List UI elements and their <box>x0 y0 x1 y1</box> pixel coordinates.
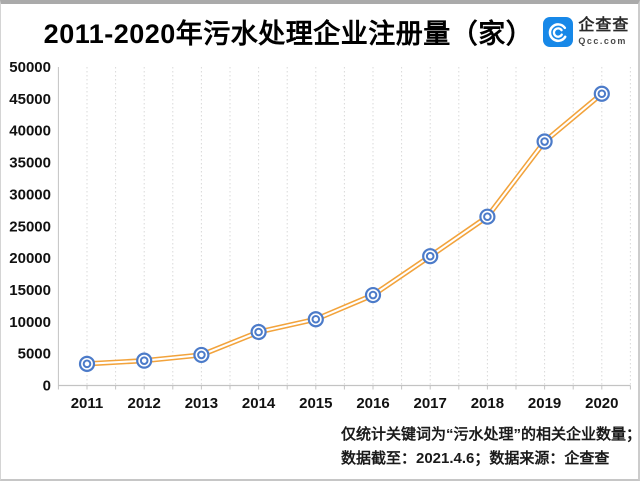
y-tick-label: 40000 <box>9 123 51 140</box>
x-tick-label: 2018 <box>471 395 504 412</box>
y-tick-label: 45000 <box>9 91 51 108</box>
y-tick-label: 25000 <box>9 218 51 235</box>
x-tick-label: 2012 <box>128 395 161 412</box>
x-tick-label: 2013 <box>185 395 218 412</box>
footnote-line1: 仅统计关键词为“污水处理”的相关企业数量； <box>341 426 640 443</box>
qcc-logo: 企查查 Qcc.com <box>543 16 630 47</box>
footnote: 仅统计关键词为“污水处理”的相关企业数量； 数据截至：2021.4.6；数据来源… <box>341 423 640 471</box>
line-chart: 0 5000 10000 15000 20000 25000 30000 35000 40000… <box>9 59 631 412</box>
x-tick-label: 2014 <box>242 395 276 412</box>
x-tick-label: 2019 <box>528 395 561 412</box>
qcc-logo-text: 企查查 Qcc.com <box>578 16 630 46</box>
y-tick-label: 15000 <box>9 282 51 299</box>
y-tick-label: 10000 <box>9 314 51 331</box>
y-tick-label: 30000 <box>9 186 51 203</box>
qcc-logo-domain: Qcc.com <box>578 35 627 46</box>
x-tick-label: 2015 <box>299 395 332 412</box>
y-tick-label: 20000 <box>9 250 51 267</box>
y-tick-label: 50000 <box>9 59 51 76</box>
qcc-logo-name: 企查查 <box>578 16 630 34</box>
qcc-spiral-icon <box>543 16 574 47</box>
y-tick-label: 5000 <box>18 346 51 363</box>
x-tick-label: 2016 <box>356 395 389 412</box>
header: 2011-2020年污水处理企业注册量（家） 企查查 Qcc.com <box>1 12 638 51</box>
x-tick-label: 2020 <box>585 395 618 412</box>
footnote-line2: 数据截至：2021.4.6；数据来源：企查查 <box>341 450 610 467</box>
y-tick-label: 35000 <box>9 155 51 172</box>
chart-title: 2011-2020年污水处理企业注册量（家） <box>43 19 534 49</box>
y-tick-label: 0 <box>43 378 51 395</box>
x-tick-label: 2017 <box>414 395 447 412</box>
x-tick-label: 2011 <box>71 395 104 412</box>
